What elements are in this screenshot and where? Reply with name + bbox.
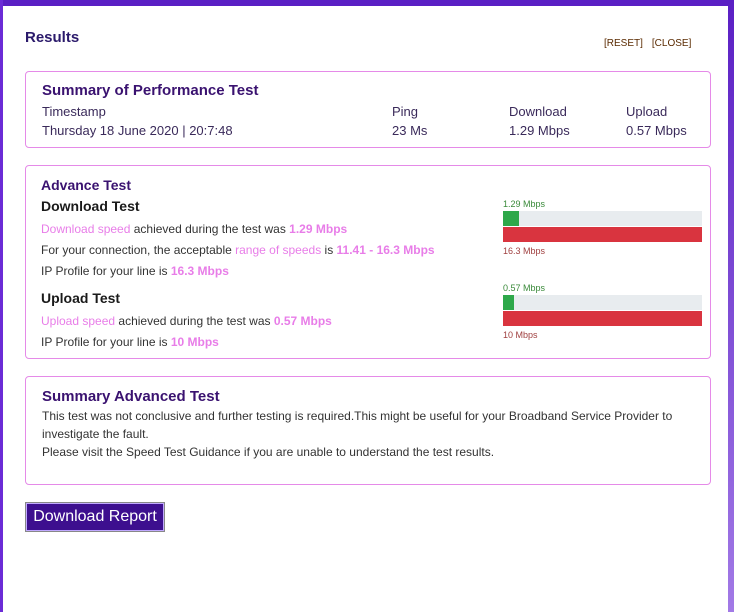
ping-value: 23 Ms — [392, 123, 428, 138]
upload-speed-value: 0.57 Mbps — [273, 314, 332, 328]
upload-label: Upload — [626, 104, 668, 119]
page-title: Results — [25, 29, 80, 46]
upload-bar-speed-label: 0.57 Mbps — [503, 283, 546, 293]
download-speed-bar-fill — [503, 211, 519, 226]
acceptable-range-line: For your connection, the acceptable rang… — [41, 243, 435, 257]
window-top-border — [0, 0, 734, 6]
download-speed-link[interactable]: Download speed — [41, 222, 131, 236]
timestamp-label: Timestamp — [42, 104, 106, 119]
summary-advanced-text: This test was not conclusive and further… — [42, 407, 692, 461]
reset-link[interactable]: [RESET] — [604, 38, 643, 49]
window-left-border — [0, 0, 3, 612]
summary-advanced-panel: Summary Advanced Test This test was not … — [25, 376, 711, 485]
upload-speed-line: Upload speed achieved during the test wa… — [41, 314, 332, 328]
download-bar-speed-label: 1.29 Mbps — [503, 199, 546, 209]
performance-summary-panel: Summary of Performance Test Timestamp Th… — [25, 71, 711, 148]
upload-speed-link[interactable]: Upload speed — [41, 314, 116, 328]
ping-label: Ping — [392, 104, 419, 119]
summary-advanced-line-3: Please visit the Speed Test Guidance if … — [42, 445, 495, 459]
summary-advanced-heading: Summary Advanced Test — [42, 388, 220, 405]
upload-ip-profile-line: IP Profile for your line is 10 Mbps — [41, 335, 219, 349]
timestamp-value: Thursday 18 June 2020 | 20:7:48 — [42, 123, 233, 138]
summary-advanced-line-1: This test was not conclusive and further… — [42, 409, 673, 423]
download-value: 1.29 Mbps — [509, 123, 570, 138]
upload-speed-bar — [503, 295, 702, 310]
upload-speed-bar-fill — [503, 295, 514, 310]
download-profile-bar — [503, 227, 702, 242]
upload-bar-profile-label: 10 Mbps — [503, 330, 538, 340]
upload-profile-bar — [503, 311, 702, 326]
download-ip-profile-line: IP Profile for your line is 16.3 Mbps — [41, 264, 229, 278]
advance-test-panel: Advance Test Download Test Download spee… — [25, 165, 711, 359]
advance-test-heading: Advance Test — [41, 177, 131, 193]
header-links: [RESET] [CLOSE] — [604, 38, 691, 49]
download-bar-profile-label: 16.3 Mbps — [503, 246, 546, 256]
download-label: Download — [509, 104, 567, 119]
download-ip-profile-value: 16.3 Mbps — [170, 264, 229, 278]
download-report-button[interactable]: Download Report — [25, 502, 165, 532]
upload-test-heading: Upload Test — [41, 290, 121, 306]
download-speed-bar — [503, 211, 702, 226]
summary-advanced-line-2: investigate the fault. — [42, 427, 149, 441]
acceptable-range-value: 11.41 - 16.3 Mbps — [336, 243, 435, 257]
download-speed-line: Download speed achieved during the test … — [41, 222, 348, 236]
range-of-speeds-link[interactable]: range of speeds — [235, 243, 322, 257]
download-test-heading: Download Test — [41, 198, 140, 214]
performance-summary-heading: Summary of Performance Test — [42, 82, 259, 99]
close-link[interactable]: [CLOSE] — [651, 38, 692, 49]
window-right-border — [728, 0, 734, 612]
upload-value: 0.57 Mbps — [626, 123, 687, 138]
upload-ip-profile-value: 10 Mbps — [170, 335, 219, 349]
download-speed-value: 1.29 Mbps — [289, 222, 348, 236]
